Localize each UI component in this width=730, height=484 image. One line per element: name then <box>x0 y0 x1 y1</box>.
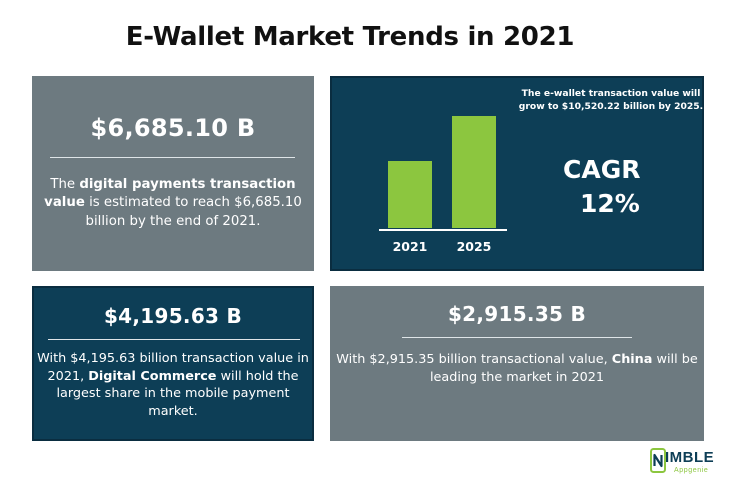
card-description: With $4,195.63 billion transaction value… <box>34 350 312 421</box>
china-card: $2,915.35 B With $2,915.35 billion trans… <box>330 286 704 441</box>
phone-n-logo-icon <box>650 448 666 473</box>
description-text: With $2,915.35 billion transactional val… <box>336 352 612 367</box>
description-text: With $4,195.63 billion transaction value… <box>37 351 309 384</box>
description-highlight: China <box>611 352 653 367</box>
bar-label-2025: 2025 <box>456 239 492 254</box>
description-highlight: digital payments transaction value <box>44 177 296 211</box>
cagr-value: 12% <box>580 189 640 218</box>
nimble-appgenie-logo: IMBLE Appgenie <box>648 446 724 480</box>
ewallet-growth-card: The e-wallet transaction value will grow… <box>330 76 704 271</box>
description-text: The <box>50 177 80 192</box>
description-text: is estimated to reach $6,685.10 billion … <box>84 195 302 229</box>
bar-2021 <box>388 161 432 228</box>
card-amount: $4,195.63 B <box>103 304 243 328</box>
logo-wordmark: IMBLE <box>665 449 715 466</box>
card-amount: $6,685.10 B <box>90 114 256 142</box>
chart-baseline <box>379 229 507 231</box>
description-text: will be leading the market in 2021 <box>429 352 698 385</box>
growth-note: The e-wallet transaction value will grow… <box>518 88 704 113</box>
digital-commerce-card: $4,195.63 B With $4,195.63 billion trans… <box>32 286 314 441</box>
divider <box>402 337 632 338</box>
cagr-label: CAGR <box>563 155 641 184</box>
card-description: With $2,915.35 billion transactional val… <box>330 351 704 386</box>
bar-label-2021: 2021 <box>392 239 428 254</box>
description-text: will hold the largest share in the mobil… <box>56 368 299 419</box>
description-highlight: Digital Commerce <box>88 368 217 384</box>
card-amount: $2,915.35 B <box>447 302 587 326</box>
divider <box>50 157 295 158</box>
card-description: The digital payments transaction value i… <box>32 176 314 231</box>
page-title: E-Wallet Market Trends in 2021 <box>125 22 575 52</box>
digital-payments-card: $6,685.10 B The digital payments transac… <box>32 76 314 271</box>
divider <box>48 339 300 340</box>
bar-2025 <box>452 116 496 228</box>
logo-tagline: Appgenie <box>674 467 709 474</box>
